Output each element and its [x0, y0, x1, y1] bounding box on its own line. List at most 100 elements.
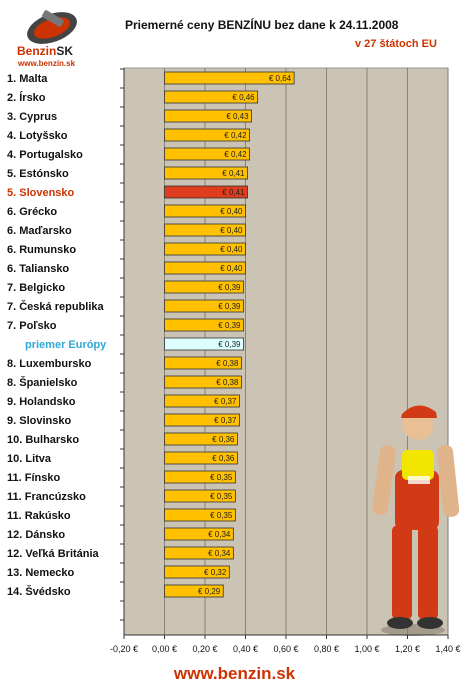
category-label: 8. Španielsko: [7, 376, 78, 389]
bar-value-label: € 0,40: [220, 226, 243, 235]
bar-value-label: € 0,36: [212, 435, 235, 444]
bar: [164, 261, 246, 275]
x-tick-label: 0,40 €: [233, 644, 258, 654]
category-label: 11. Fínsko: [7, 472, 60, 484]
bar-value-label: € 0,36: [212, 454, 235, 463]
chart-subtitle: v 27 štátoch EU: [355, 38, 437, 50]
category-label: 9. Slovinsko: [7, 415, 71, 427]
category-label: 6. Maďarsko: [7, 225, 72, 237]
category-label: 8. Luxembursko: [7, 358, 92, 370]
bar: [164, 109, 252, 123]
category-label: 14. Švédsko: [7, 585, 71, 598]
bar-value-label: € 0,40: [220, 207, 243, 216]
bar-value-label: € 0,29: [198, 587, 221, 596]
bars-group: € 0,64 1. Malta € 0,46 2. Írsko € 0,43 3. Cyp…: [7, 71, 295, 598]
bar-value-label: € 0,34: [208, 530, 231, 539]
bar-value-label: € 0,38: [216, 378, 239, 387]
category-label: 11. Rakúsko: [7, 510, 71, 522]
category-label: 7. Poľsko: [7, 320, 57, 332]
bar: [164, 413, 240, 427]
bar-value-label: € 0,42: [224, 131, 247, 140]
bar-value-label: € 0,42: [224, 150, 247, 159]
bar: [164, 356, 242, 370]
category-label: 5. Slovensko: [7, 187, 75, 199]
bar-value-label: € 0,39: [218, 283, 241, 292]
logo-brand-text: BenzinSK: [17, 44, 74, 58]
bar: [164, 147, 250, 161]
category-label: 7. Česká republika: [7, 300, 104, 313]
x-tick-label: 0,60 €: [273, 644, 298, 654]
bar: [164, 337, 244, 351]
category-label: 6. Grécko: [7, 206, 57, 218]
bar-value-label: € 0,64: [269, 74, 292, 83]
fuel-nozzle-logo-icon: [27, 10, 77, 44]
bar: [164, 394, 240, 408]
bar-value-label: € 0,37: [214, 397, 237, 406]
bar: [164, 546, 234, 560]
bar: [164, 128, 250, 142]
bar-value-label: € 0,35: [210, 492, 233, 501]
category-label: 4. Portugalsko: [7, 149, 83, 161]
bar-value-label: € 0,40: [220, 264, 243, 273]
benzin-logo: BenzinSK www.benzin.sk: [12, 8, 92, 68]
category-label: 6. Rumunsko: [7, 244, 76, 256]
bar-value-label: € 0,41: [222, 169, 245, 178]
bar-value-label: € 0,41: [222, 188, 245, 197]
bar: [164, 375, 242, 389]
category-label: 12. Dánsko: [7, 529, 65, 541]
bar: [164, 508, 236, 522]
x-tick-label: 0,80 €: [314, 644, 339, 654]
category-label: 13. Nemecko: [7, 567, 75, 579]
chart-title: Priemerné ceny BENZÍNU bez dane k 24.11.…: [125, 18, 399, 32]
bar: [164, 527, 234, 541]
bar: [164, 204, 246, 218]
bar-value-label: € 0,43: [226, 112, 249, 121]
bar: [164, 223, 246, 237]
bar-value-label: € 0,35: [210, 473, 233, 482]
bar: [164, 166, 248, 180]
bar: [164, 489, 236, 503]
bar-value-label: € 0,39: [218, 321, 241, 330]
category-label: 6. Taliansko: [7, 263, 69, 275]
x-tick-label: 1,20 €: [395, 644, 420, 654]
x-tick-label: 1,00 €: [354, 644, 379, 654]
bar-value-label: € 0,34: [208, 549, 231, 558]
bar: [164, 584, 224, 598]
bar: [164, 432, 238, 446]
bar-value-label: € 0,40: [220, 245, 243, 254]
category-label: 5. Estónsko: [7, 168, 69, 180]
category-label: 2. Írsko: [7, 91, 46, 104]
bar: [164, 565, 230, 579]
bar-value-label: € 0,37: [214, 416, 237, 425]
bar: [164, 299, 244, 313]
bar-value-label: € 0,35: [210, 511, 233, 520]
category-label: 3. Cyprus: [7, 111, 57, 123]
category-label: 12. Veľká Británia: [7, 548, 100, 560]
category-label: 1. Malta: [7, 73, 48, 85]
bar: [164, 185, 248, 199]
category-label: priemer Európy: [25, 339, 107, 351]
logo-url: www.benzin.sk: [18, 59, 76, 68]
x-tick-label: 1,40 €: [435, 644, 460, 654]
bar-value-label: € 0,39: [218, 302, 241, 311]
bar-value-label: € 0,32: [204, 568, 227, 577]
category-label: 11. Francúzsko: [7, 491, 86, 503]
x-tick-label: 0,00 €: [152, 644, 177, 654]
category-label: 7. Belgicko: [7, 282, 65, 294]
bar: [164, 318, 244, 332]
category-label: 4. Lotyšsko: [7, 130, 68, 142]
bar: [164, 242, 246, 256]
category-label: 10. Bulharsko: [7, 434, 79, 446]
category-label: 9. Holandsko: [7, 396, 76, 408]
mechanic-mascot-illustration: [372, 405, 460, 636]
x-tick-label: 0,20 €: [192, 644, 217, 654]
category-label: 10. Litva: [7, 453, 52, 465]
bar: [164, 280, 244, 294]
bar-value-label: € 0,39: [218, 340, 241, 349]
bar: [164, 90, 259, 104]
x-axis: -0,20 € 0,00 € 0,20 € 0,40 € 0,60 € 0,80 € 1,0…: [110, 68, 461, 654]
bar-value-label: € 0,46: [232, 93, 255, 102]
footer-url: www.benzin.sk: [173, 664, 296, 683]
